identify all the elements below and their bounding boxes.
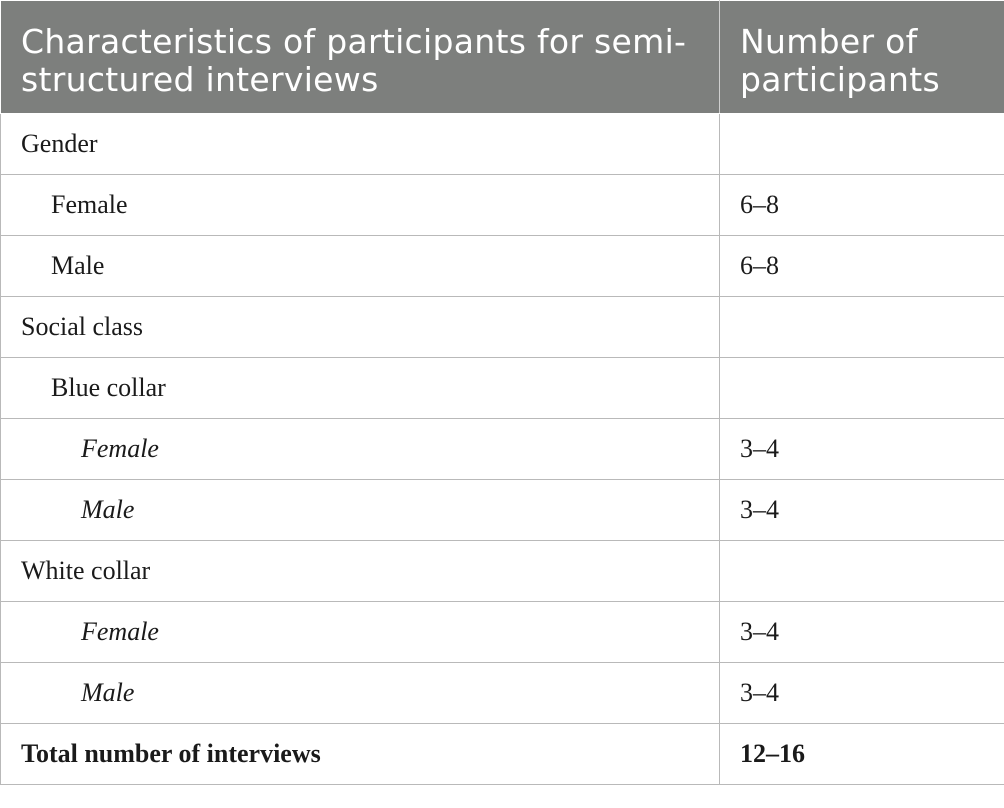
row-label-male: Male bbox=[0, 235, 720, 297]
row-label-blue-collar-male: Male bbox=[0, 479, 720, 541]
table-row: Gender bbox=[0, 113, 1004, 175]
header-characteristics: Characteristics of participants for semi… bbox=[0, 0, 720, 114]
row-value bbox=[719, 540, 1004, 602]
row-value: 3–4 bbox=[719, 601, 1004, 663]
table-row: Male 6–8 bbox=[0, 235, 1004, 297]
row-label-white-collar-female: Female bbox=[0, 601, 720, 663]
table-row-total: Total number of interviews 12–16 bbox=[0, 723, 1004, 785]
table-row: White collar bbox=[0, 540, 1004, 602]
row-label-white-collar-male: Male bbox=[0, 662, 720, 724]
table-row: Female 3–4 bbox=[0, 601, 1004, 663]
row-value-total: 12–16 bbox=[719, 723, 1004, 785]
table-row: Female 3–4 bbox=[0, 418, 1004, 480]
table-row: Female 6–8 bbox=[0, 174, 1004, 236]
row-value: 3–4 bbox=[719, 479, 1004, 541]
row-label-total: Total number of interviews bbox=[0, 723, 720, 785]
row-value: 3–4 bbox=[719, 662, 1004, 724]
row-value bbox=[719, 296, 1004, 358]
row-value bbox=[719, 113, 1004, 175]
row-label-blue-collar: Blue collar bbox=[0, 357, 720, 419]
table-row: Male 3–4 bbox=[0, 662, 1004, 724]
table-row: Blue collar bbox=[0, 357, 1004, 419]
row-label-gender: Gender bbox=[0, 113, 720, 175]
row-label-female: Female bbox=[0, 174, 720, 236]
table-row: Male 3–4 bbox=[0, 479, 1004, 541]
row-value: 3–4 bbox=[719, 418, 1004, 480]
row-label-social-class: Social class bbox=[0, 296, 720, 358]
row-value bbox=[719, 357, 1004, 419]
header-row: Characteristics of participants for semi… bbox=[0, 0, 1004, 114]
row-label-blue-collar-female: Female bbox=[0, 418, 720, 480]
table-row: Social class bbox=[0, 296, 1004, 358]
header-number-of-participants: Number of participants bbox=[719, 0, 1004, 114]
row-value: 6–8 bbox=[719, 235, 1004, 297]
row-label-white-collar: White collar bbox=[0, 540, 720, 602]
participants-table: Characteristics of participants for semi… bbox=[0, 0, 1004, 785]
row-value: 6–8 bbox=[719, 174, 1004, 236]
